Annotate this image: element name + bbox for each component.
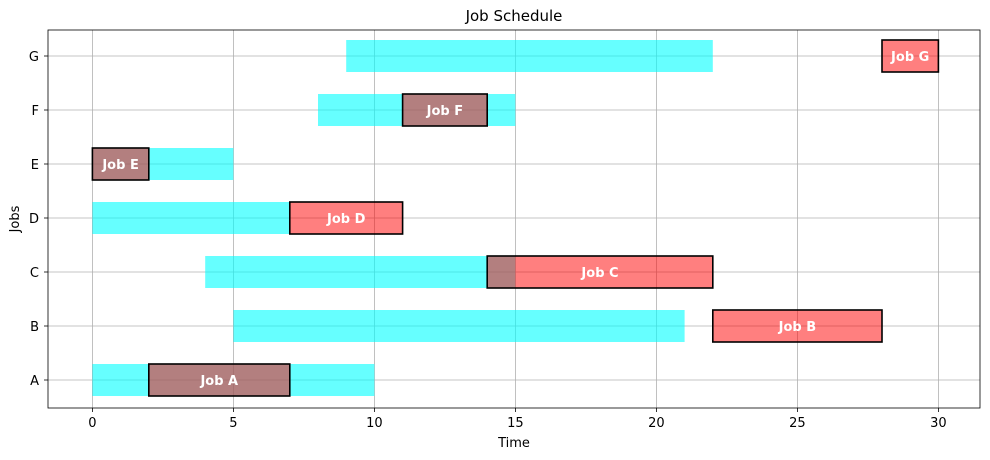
job-bars: Job A Job B Job C Job D Job E Job F Job G xyxy=(91,39,940,397)
x-tick-label: 25 xyxy=(789,416,806,431)
job-bar-b xyxy=(711,309,883,343)
window-bar-d xyxy=(92,202,290,234)
y-tick-label: C xyxy=(30,266,39,281)
x-axis-title: Time xyxy=(497,436,530,451)
y-tick-label: G xyxy=(29,50,39,65)
y-axis-title: Jobs xyxy=(8,205,23,233)
y-tick-label: F xyxy=(32,104,39,119)
job-bar-f xyxy=(401,93,489,127)
job-label-b: Job B xyxy=(778,320,817,335)
job-label-c: Job C xyxy=(580,266,618,281)
plot-frame xyxy=(47,29,981,409)
y-axis-ticks: A B C D E F G xyxy=(29,50,48,389)
x-tick-label: 0 xyxy=(88,416,96,431)
job-bar-e xyxy=(91,147,150,181)
chart-title: Job Schedule xyxy=(465,7,563,25)
x-tick-label: 30 xyxy=(930,416,947,431)
window-bar-c xyxy=(205,256,516,288)
y-tick-label: B xyxy=(30,320,39,335)
job-label-e: Job E xyxy=(101,158,138,173)
job-label-d: Job D xyxy=(326,212,366,227)
x-tick-label: 20 xyxy=(648,416,665,431)
window-bar-g xyxy=(346,40,713,72)
x-tick-label: 5 xyxy=(229,416,237,431)
y-tick-label: E xyxy=(31,158,39,173)
job-label-f: Job F xyxy=(426,104,463,119)
job-bar-g xyxy=(881,39,940,73)
job-bar-d xyxy=(288,201,404,235)
x-axis-ticks: 0 5 10 15 20 25 30 xyxy=(88,408,947,431)
x-tick-label: 10 xyxy=(366,416,383,431)
job-label-g: Job G xyxy=(890,50,929,65)
y-tick-label: A xyxy=(30,374,39,389)
job-label-a: Job A xyxy=(199,374,238,389)
job-bar-c xyxy=(486,255,714,289)
x-tick-label: 15 xyxy=(507,416,524,431)
job-bar-a xyxy=(148,363,291,397)
y-tick-label: D xyxy=(29,212,39,227)
window-bar-b xyxy=(233,310,685,342)
